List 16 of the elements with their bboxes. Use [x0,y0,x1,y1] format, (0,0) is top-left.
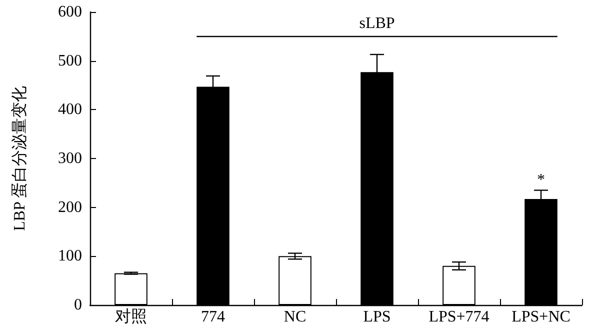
y-tick-label: 400 [58,101,82,118]
x-tick-label: NC [284,308,306,326]
y-tick-label: 100 [58,248,82,265]
x-tick-label: LPS+774 [428,308,490,326]
x-tick-label: LPS+NC [512,308,570,326]
y-tick-label: 300 [58,150,82,167]
y-tick-label: 500 [58,52,82,70]
y-tick-label: 0 [74,296,82,314]
x-tick-label: LPS [363,308,391,326]
x-tick-label: 774 [201,308,225,326]
annotation: * [537,172,545,189]
x-tick-label: 对照 [115,308,147,326]
ref-line-label: sLBP [359,14,395,32]
y-axis-title: LBP 蛋白分泌量变化 [10,86,28,231]
y-tick-label: 600 [58,4,82,20]
y-tick-label: 200 [58,198,82,216]
